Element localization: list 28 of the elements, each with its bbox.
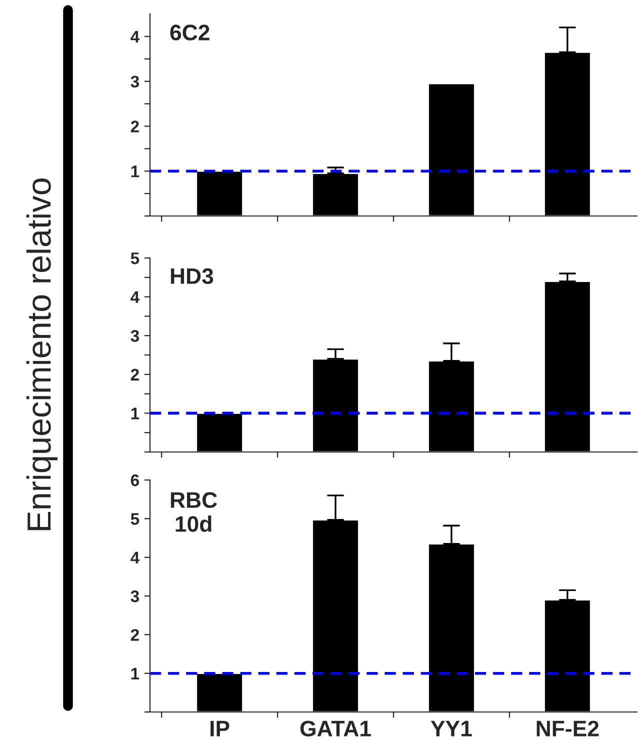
bar <box>196 672 244 712</box>
y-tick-label: 4 <box>130 291 140 303</box>
y-tick-label: 6 <box>130 474 139 486</box>
y-tick-label: 4 <box>130 552 140 564</box>
y-tick-label: 1 <box>131 668 140 680</box>
bar <box>196 170 244 216</box>
y-tick-label: 5 <box>130 513 140 525</box>
bar <box>428 82 476 216</box>
y-axis-title: Enriquecimiento relativo <box>26 178 58 530</box>
bar <box>196 412 244 452</box>
y-tick-label: 4 <box>130 31 140 42</box>
x-tick-label: IP <box>210 720 230 736</box>
y-tick-label: 1 <box>131 166 140 178</box>
y-tick-label: 2 <box>130 120 139 132</box>
x-tick-label: NF-E2 <box>536 720 599 736</box>
chart-title: 6C2 <box>170 24 210 40</box>
y-tick-label: 1 <box>131 408 140 420</box>
text: RBC 10d <box>170 492 218 532</box>
y-tick-label: 2 <box>130 629 139 641</box>
y-tick-label: 3 <box>130 590 139 602</box>
chart-title: HD3 <box>170 268 214 284</box>
x-tick-label: YY1 <box>430 720 472 736</box>
y-tick-label: 5 <box>130 252 140 264</box>
x-tick-label: GATA1 <box>300 720 371 736</box>
y-tick-label: 3 <box>130 330 139 342</box>
y-tick-label: 3 <box>130 76 139 88</box>
y-tick-label: 2 <box>130 368 139 380</box>
bar <box>312 172 360 216</box>
